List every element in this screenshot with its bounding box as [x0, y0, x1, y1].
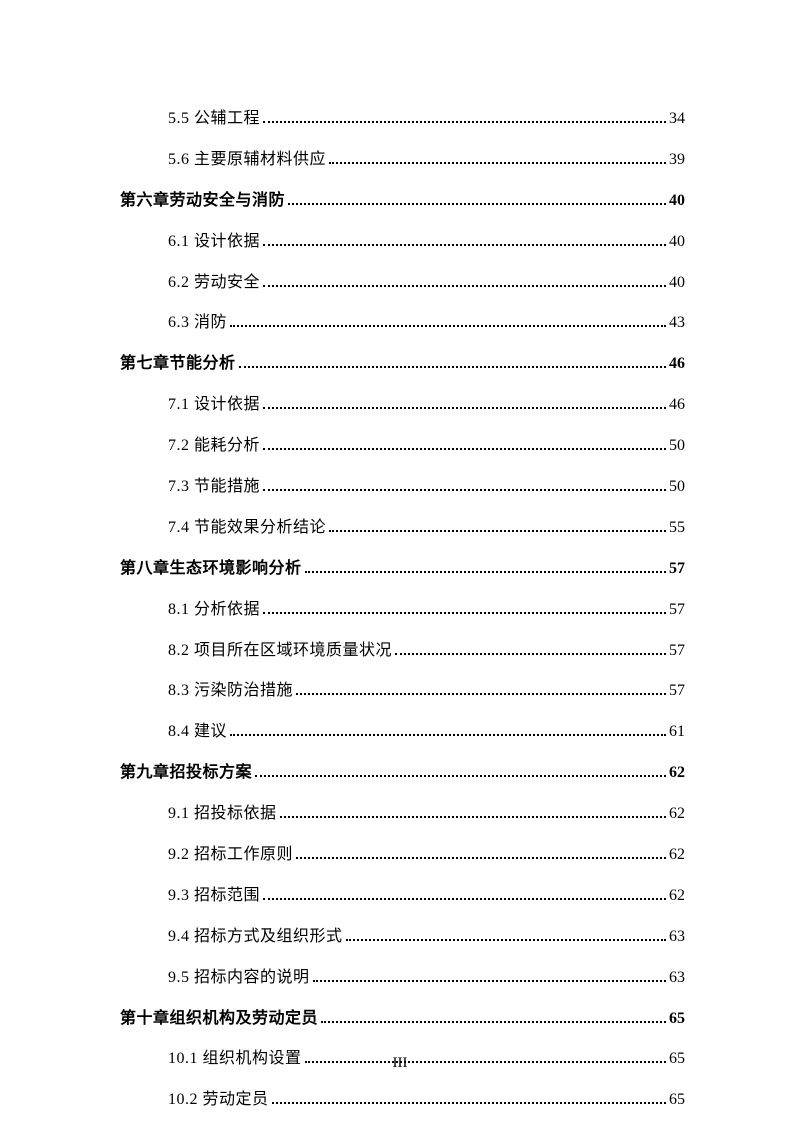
- toc-entry: 8.4 建议 61: [168, 721, 685, 743]
- toc-label: 6.2 劳动安全: [168, 272, 260, 294]
- toc-entry: 6.2 劳动安全 40: [168, 272, 685, 294]
- toc-leader-dots: [263, 398, 666, 409]
- toc-leader-dots: [329, 521, 666, 532]
- toc-leader-dots: [263, 275, 666, 286]
- toc-label: 7.2 能耗分析: [168, 435, 260, 457]
- toc-page: 40: [669, 231, 685, 253]
- toc-entry: 7.4 节能效果分析结论 55: [168, 517, 685, 539]
- toc-entry: 8.3 污染防治措施 57: [168, 680, 685, 702]
- toc-leader-dots: [230, 725, 666, 736]
- toc-leader-dots: [395, 643, 666, 654]
- toc-label: 10.2 劳动定员: [168, 1089, 269, 1111]
- toc-leader-dots: [321, 1011, 666, 1022]
- toc-page: 34: [669, 108, 685, 130]
- toc-entry: 8.2 项目所在区域环境质量状况 57: [168, 640, 685, 662]
- toc-entry: 9.1 招投标依据 62: [168, 803, 685, 825]
- toc-entry: 9.5 招标内容的说明 63: [168, 967, 685, 989]
- toc-page: 61: [669, 721, 685, 743]
- toc-label: 第九章招投标方案: [120, 762, 252, 784]
- toc-page: 65: [669, 1008, 685, 1030]
- toc-label: 9.2 招标工作原则: [168, 844, 293, 866]
- toc-entry: 7.3 节能措施 50: [168, 476, 685, 498]
- toc-leader-dots: [346, 930, 666, 941]
- toc-leader-dots: [263, 112, 666, 123]
- toc-label: 8.1 分析依据: [168, 599, 260, 621]
- toc-label: 5.6 主要原辅材料供应: [168, 149, 326, 171]
- toc-entry: 5.5 公辅工程 34: [168, 108, 685, 130]
- toc-entry: 9.2 招标工作原则 62: [168, 844, 685, 866]
- toc-leader-dots: [296, 684, 666, 695]
- toc-label: 6.3 消防: [168, 312, 227, 334]
- toc-leader-dots: [255, 766, 666, 777]
- toc-leader-dots: [263, 480, 666, 491]
- toc-label: 6.1 设计依据: [168, 231, 260, 253]
- toc-page: 57: [669, 640, 685, 662]
- toc-label: 第七章节能分析: [120, 353, 236, 375]
- toc-entry: 第十章组织机构及劳动定员 65: [120, 1008, 685, 1030]
- toc-page: 55: [669, 517, 685, 539]
- toc-page: 57: [669, 680, 685, 702]
- toc-leader-dots: [263, 439, 666, 450]
- toc-label: 7.4 节能效果分析结论: [168, 517, 326, 539]
- toc-entry: 7.2 能耗分析 50: [168, 435, 685, 457]
- toc-label: 8.2 项目所在区域环境质量状况: [168, 640, 392, 662]
- toc-page: 62: [669, 803, 685, 825]
- toc-leader-dots: [263, 234, 666, 245]
- toc-label: 9.4 招标方式及组织形式: [168, 926, 343, 948]
- toc-label: 5.5 公辅工程: [168, 108, 260, 130]
- toc-page: 65: [669, 1089, 685, 1111]
- toc-page: 63: [669, 967, 685, 989]
- toc-entry: 第六章劳动安全与消防 40: [120, 190, 685, 212]
- toc-page: 50: [669, 476, 685, 498]
- toc-entry: 第八章生态环境影响分析 57: [120, 558, 685, 580]
- toc-page: 57: [669, 558, 685, 580]
- toc-leader-dots: [296, 848, 666, 859]
- toc-page: 39: [669, 149, 685, 171]
- toc-page: 62: [669, 885, 685, 907]
- toc-leader-dots: [272, 1093, 666, 1104]
- toc-label: 7.1 设计依据: [168, 394, 260, 416]
- toc-leader-dots: [305, 562, 666, 573]
- toc-page: 62: [669, 762, 685, 784]
- toc-label: 9.3 招标范围: [168, 885, 260, 907]
- toc-label: 9.1 招投标依据: [168, 803, 277, 825]
- toc-leader-dots: [263, 603, 666, 614]
- toc-label: 8.4 建议: [168, 721, 227, 743]
- toc-leader-dots: [230, 316, 666, 327]
- toc-leader-dots: [313, 971, 666, 982]
- toc-leader-dots: [288, 194, 666, 205]
- toc-label: 7.3 节能措施: [168, 476, 260, 498]
- toc-entry: 10.2 劳动定员 65: [168, 1089, 685, 1111]
- toc-label: 第八章生态环境影响分析: [120, 558, 302, 580]
- toc-page: 62: [669, 844, 685, 866]
- toc-leader-dots: [239, 357, 666, 368]
- toc-page: 46: [669, 353, 685, 375]
- toc-entry: 9.4 招标方式及组织形式 63: [168, 926, 685, 948]
- table-of-contents: 5.5 公辅工程 345.6 主要原辅材料供应 39第六章劳动安全与消防 406…: [120, 108, 685, 1112]
- toc-label: 9.5 招标内容的说明: [168, 967, 310, 989]
- toc-entry: 第九章招投标方案 62: [120, 762, 685, 784]
- toc-entry: 5.6 主要原辅材料供应 39: [168, 149, 685, 171]
- toc-page: 40: [669, 190, 685, 212]
- toc-entry: 9.3 招标范围 62: [168, 885, 685, 907]
- toc-label: 第十章组织机构及劳动定员: [120, 1008, 318, 1030]
- toc-entry: 8.1 分析依据 57: [168, 599, 685, 621]
- toc-leader-dots: [329, 153, 666, 164]
- toc-entry: 第七章节能分析 46: [120, 353, 685, 375]
- toc-page: 63: [669, 926, 685, 948]
- page-number: III: [0, 1055, 800, 1072]
- toc-entry: 7.1 设计依据 46: [168, 394, 685, 416]
- toc-entry: 6.1 设计依据 40: [168, 231, 685, 253]
- toc-label: 第六章劳动安全与消防: [120, 190, 285, 212]
- toc-page: 50: [669, 435, 685, 457]
- toc-leader-dots: [280, 807, 666, 818]
- toc-label: 8.3 污染防治措施: [168, 680, 293, 702]
- toc-leader-dots: [263, 889, 666, 900]
- toc-page: 57: [669, 599, 685, 621]
- toc-entry: 6.3 消防 43: [168, 312, 685, 334]
- toc-page: 40: [669, 272, 685, 294]
- toc-page: 46: [669, 394, 685, 416]
- toc-page: 43: [669, 312, 685, 334]
